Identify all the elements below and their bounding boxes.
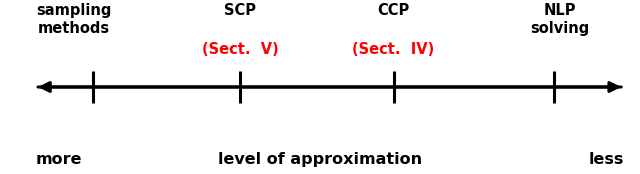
Text: sampling
methods: sampling methods	[36, 3, 111, 36]
Text: NLP
solving: NLP solving	[531, 3, 589, 36]
Text: level of approximation: level of approximation	[218, 152, 422, 167]
Text: (Sect.  IV): (Sect. IV)	[353, 42, 435, 57]
Text: less: less	[589, 152, 624, 167]
Text: CCP: CCP	[378, 3, 410, 18]
Text: SCP: SCP	[224, 3, 256, 18]
Text: more: more	[35, 152, 82, 167]
Text: (Sect.  V): (Sect. V)	[202, 42, 278, 57]
